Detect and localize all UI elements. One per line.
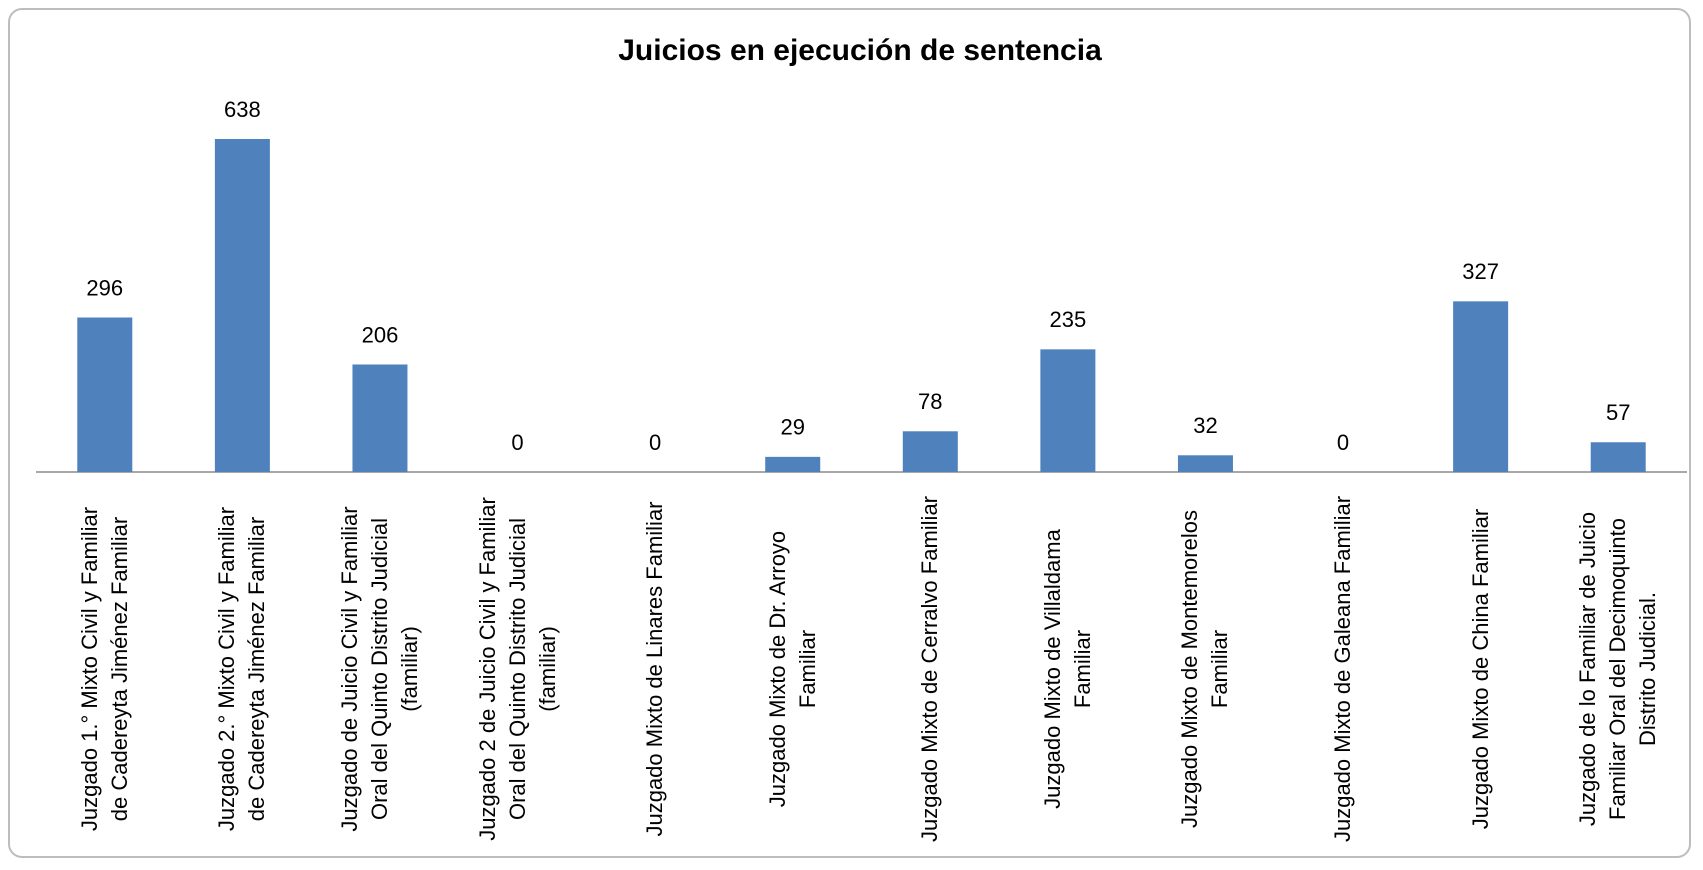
bar [1040, 349, 1096, 472]
bar [352, 364, 408, 472]
data-label: 78 [918, 389, 942, 414]
bar [77, 317, 133, 472]
data-label: 206 [362, 322, 399, 347]
x-tick-label: Juzgado Mixto de Cerralvo Familiar [917, 495, 943, 843]
x-tick-label: Juzgado Mixto de Villaldama Familiar [1039, 529, 1095, 809]
chart-frame [8, 8, 1691, 858]
x-tick-label: Juzgado Mixto de Linares Familiar [642, 501, 668, 837]
data-label: 638 [224, 97, 261, 122]
data-label: 32 [1193, 413, 1217, 438]
x-tick-label: Juzgado Mixto de Montemorelos Familiar [1177, 510, 1233, 828]
data-label: 235 [1050, 307, 1087, 332]
data-label: 0 [649, 430, 661, 455]
data-label: 29 [780, 415, 804, 440]
data-label: 0 [1337, 430, 1349, 455]
bar [902, 431, 958, 472]
x-tick-label: Juzgado Mixto de Dr. Arroyo Familiar [764, 530, 820, 808]
data-label: 327 [1462, 259, 1499, 284]
x-tick-label: Juzgado 2.° Mixto Civil y Familiar de Ca… [214, 506, 270, 832]
bar [214, 139, 270, 472]
x-tick-label: Juzgado 1.° Mixto Civil y Familiar de Ca… [76, 506, 132, 832]
x-tick-label: Juzgado de Juicio Civil y Familiar Oral … [336, 506, 422, 832]
chart-title: Juicios en ejecución de sentencia [618, 34, 1102, 67]
x-tick-label: Juzgado Mixto de China Familiar [1467, 508, 1493, 830]
bar [1177, 455, 1233, 472]
x-tick-label: Juzgado de lo Familiar de Juicio Familia… [1575, 511, 1661, 827]
data-label: 57 [1606, 400, 1630, 425]
x-tick-label: Juzgado Mixto de Galeana Familiar [1330, 495, 1356, 843]
data-label: 296 [86, 275, 123, 300]
bar [765, 456, 821, 472]
x-tick-label: Juzgado 2 de Juicio Civil y Familiar Ora… [474, 497, 560, 841]
bar [1590, 442, 1646, 472]
bar [1453, 301, 1509, 472]
data-label: 0 [511, 430, 523, 455]
